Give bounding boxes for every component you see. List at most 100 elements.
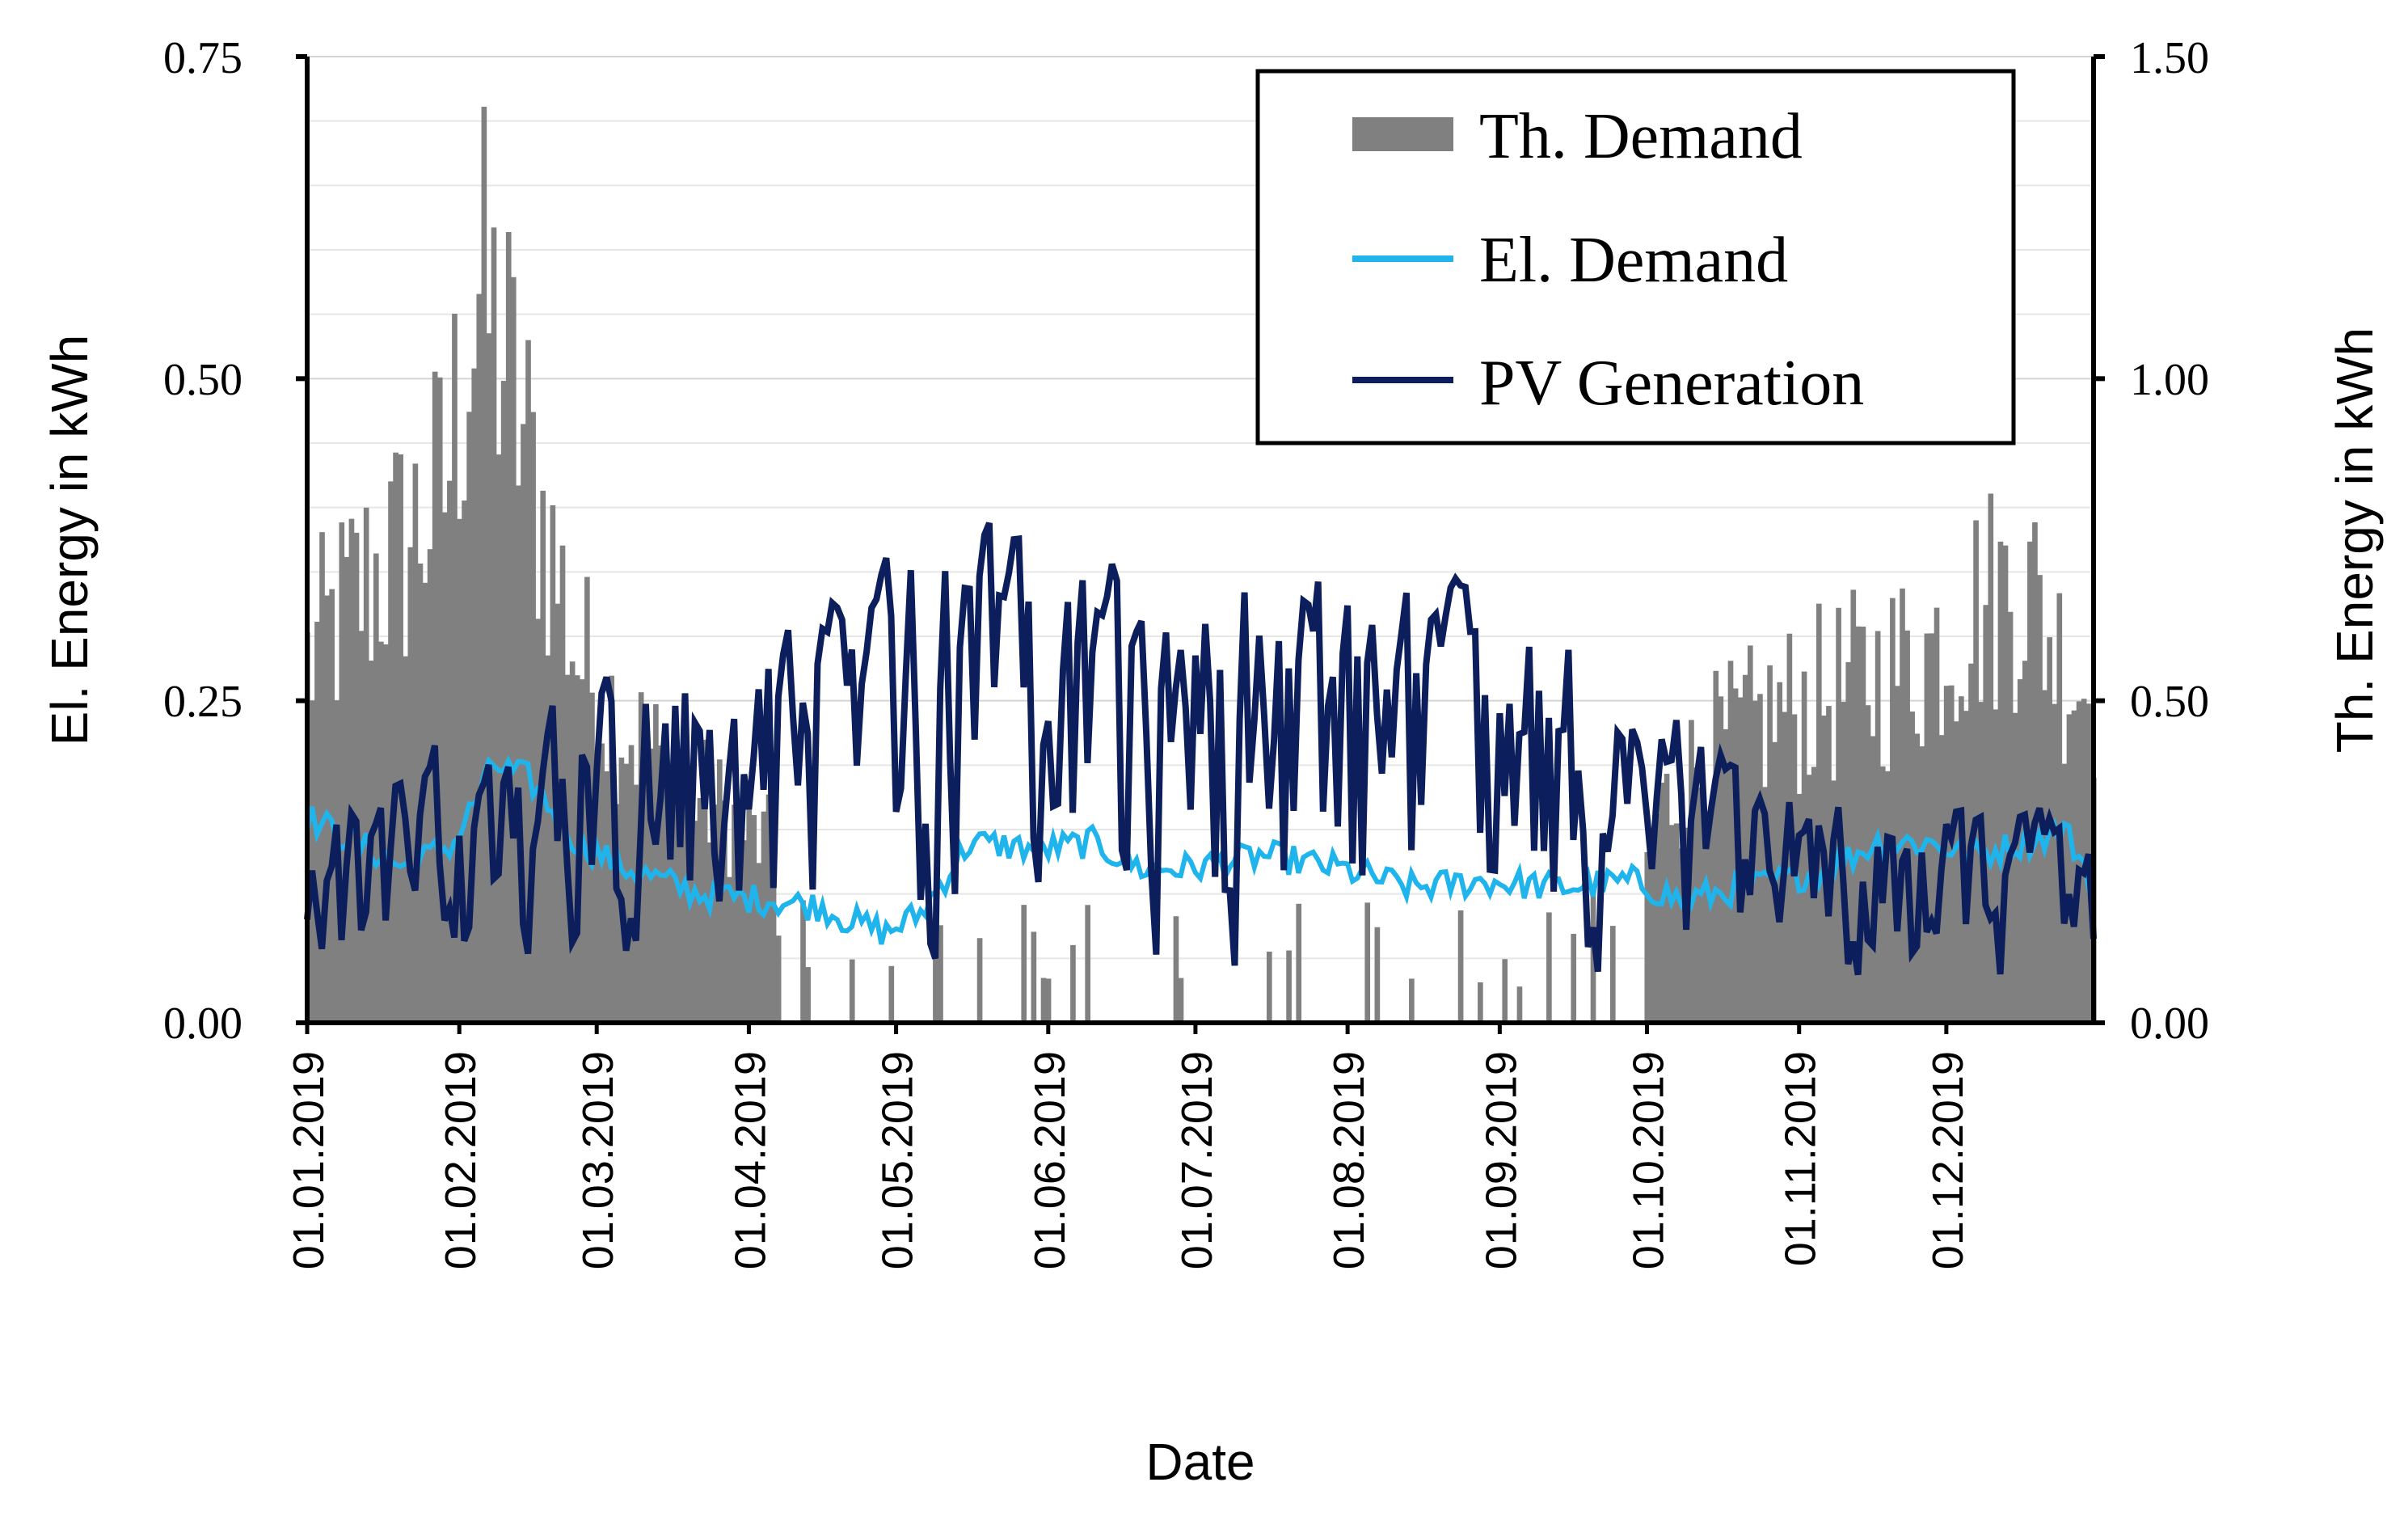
th-demand-bar: [933, 935, 938, 1023]
th-demand-bar: [677, 787, 684, 1023]
th-demand-bar: [775, 935, 782, 1023]
th-demand-bar: [706, 842, 713, 1023]
th-demand-bar: [727, 876, 732, 1023]
th-demand-bar: [398, 454, 403, 1023]
th-demand-bar: [452, 313, 458, 1024]
th-demand-bar: [682, 782, 689, 1023]
th-demand-bar: [525, 340, 531, 1023]
th-demand-bar: [1895, 686, 1900, 1023]
th-demand-bar: [888, 965, 895, 1023]
th-demand-bar: [2076, 701, 2082, 1023]
y-right-tick-1: 0.50: [2130, 677, 2209, 727]
th-demand-bar: [407, 547, 414, 1023]
th-demand-bar: [1934, 607, 1940, 1023]
th-demand-bar: [1845, 661, 1852, 1023]
x-tick-label: 01.01.2019: [285, 1051, 333, 1269]
th-demand-bar: [1571, 933, 1577, 1023]
th-demand-bar: [2052, 703, 2058, 1023]
th-demand-bar: [1904, 630, 1910, 1023]
th-demand-bar: [491, 227, 497, 1023]
th-demand-bar: [668, 842, 673, 1023]
th-demand-bar: [1654, 813, 1660, 1023]
th-demand-bar: [373, 553, 379, 1023]
th-demand-bar: [614, 804, 620, 1023]
th-demand-bar: [756, 863, 762, 1023]
y-right-tick-3: 1.50: [2130, 33, 2209, 83]
th-demand-bar: [310, 700, 315, 1023]
th-demand-bar: [1875, 631, 1881, 1023]
th-demand-bar: [447, 480, 453, 1023]
th-demand-bar: [1070, 944, 1076, 1023]
th-demand-bar: [1457, 910, 1464, 1023]
th-demand-bar: [751, 815, 757, 1023]
th-demand-bar: [1031, 931, 1037, 1023]
th-demand-bar: [1801, 671, 1807, 1023]
th-demand-bar: [510, 277, 517, 1023]
th-demand-bar: [628, 745, 635, 1023]
th-demand-bar: [1865, 705, 1871, 1023]
th-demand-bar: [383, 644, 389, 1023]
th-demand-bar: [1649, 838, 1655, 1023]
th-demand-bar: [1815, 603, 1822, 1023]
pv-generation-line: [304, 522, 2097, 976]
th-demand-bar: [1609, 926, 1616, 1023]
th-demand-bar: [427, 549, 433, 1023]
x-tick-label: 01.04.2019: [726, 1051, 774, 1269]
th-demand-bar: [344, 556, 350, 1023]
th-demand-bar: [1831, 780, 1837, 1023]
th-demand-bar: [1678, 848, 1685, 1023]
th-demand-bar: [1973, 520, 1979, 1023]
th-demand-bar: [2012, 712, 2018, 1023]
th-demand-bar: [486, 333, 492, 1024]
th-demand-bar: [1296, 903, 1302, 1023]
x-tick-label: 01.10.2019: [1625, 1051, 1673, 1269]
th-demand-bar: [938, 925, 943, 1023]
th-demand-bar: [1727, 661, 1734, 1023]
th-demand-bar: [1806, 775, 1812, 1023]
th-demand-bar: [1713, 670, 1719, 1023]
th-demand-bar: [805, 967, 811, 1023]
legend-label-pv-generation: PV Generation: [1479, 348, 1864, 419]
x-tick-labels: 01.01.2019 01.02.2019 01.03.2019 01.04.2019…: [285, 1051, 1972, 1269]
y-left-tick-3: 0.75: [163, 33, 242, 83]
th-demand-bar: [1997, 541, 2004, 1023]
th-demand-bar: [1516, 986, 1523, 1023]
th-demand-bar: [1929, 633, 1935, 1023]
th-demand-bar: [1983, 605, 1989, 1023]
th-demand-bar: [1478, 982, 1483, 1023]
th-demand-bar: [736, 807, 742, 1023]
th-demand-bar: [1718, 696, 1724, 1023]
th-demand-bar: [643, 752, 649, 1023]
th-demand-bar: [1742, 674, 1748, 1023]
th-demand-bar: [658, 745, 664, 1023]
th-demand-bar: [1502, 959, 1508, 1023]
th-demand-bar: [2007, 611, 2014, 1023]
th-demand-bar: [329, 589, 335, 1023]
th-demand-bar: [324, 595, 330, 1023]
th-demand-bar: [1924, 633, 1930, 1023]
y-right-title: Th. Energy in kWh: [2326, 327, 2384, 753]
y-left-tick-0: 0.00: [163, 999, 242, 1049]
th-demand-bar: [1644, 851, 1651, 1023]
th-demand-bar: [1698, 788, 1704, 1023]
th-demand-bar: [471, 368, 478, 1024]
th-demand-bar: [1664, 774, 1670, 1023]
th-demand-bar: [722, 800, 727, 1023]
th-demand-bar: [1040, 978, 1047, 1023]
th-demand-bar: [1546, 912, 1552, 1023]
x-tick-label: 01.09.2019: [1477, 1051, 1525, 1269]
th-demand-bar: [496, 454, 502, 1023]
th-demand-bar: [1085, 905, 1090, 1023]
th-demand-bar: [457, 518, 462, 1023]
x-tick-label: 01.06.2019: [1026, 1051, 1074, 1269]
th-demand-bar: [1364, 902, 1371, 1023]
th-demand-bar: [1953, 721, 1959, 1023]
th-demand-bar: [339, 522, 345, 1023]
th-demand-bar: [1884, 771, 1891, 1023]
th-demand-bar: [1374, 927, 1381, 1023]
th-demand-bar: [1860, 626, 1866, 1023]
th-demand-bar: [2002, 545, 2009, 1023]
x-tick-label: 01.07.2019: [1173, 1051, 1221, 1269]
x-tick-label: 01.08.2019: [1325, 1051, 1373, 1269]
